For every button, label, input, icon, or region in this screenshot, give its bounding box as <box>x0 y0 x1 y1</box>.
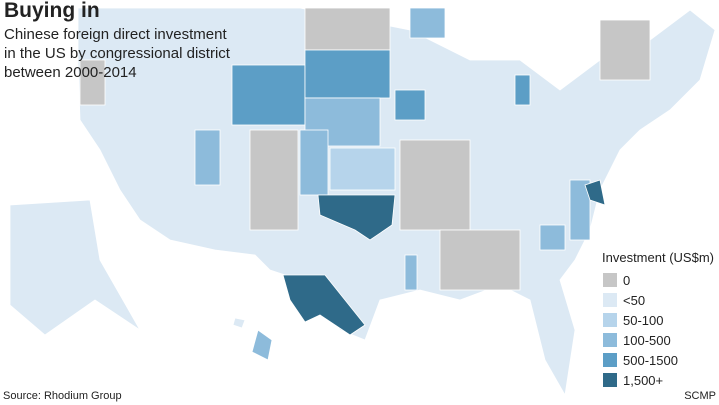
region <box>317 194 396 241</box>
legend-swatch <box>603 333 617 347</box>
subtitle-line: between 2000-2014 <box>4 64 137 81</box>
region <box>299 129 329 196</box>
legend-swatch <box>603 313 617 327</box>
region <box>79 59 106 106</box>
region <box>329 147 396 191</box>
legend-swatch <box>603 353 617 367</box>
source: Source: Rhodium Group <box>3 390 122 402</box>
region <box>404 254 418 291</box>
title: Buying in <box>4 0 100 22</box>
legend-swatch <box>603 273 617 287</box>
credit: SCMP <box>684 390 716 402</box>
legend-swatch <box>603 293 617 307</box>
region <box>194 129 221 186</box>
region <box>394 89 426 121</box>
region <box>409 7 446 39</box>
region <box>399 139 471 231</box>
region <box>304 7 391 51</box>
legend-title: Investment (US$m) <box>602 250 714 265</box>
subtitle: Chinese foreign direct investment in the … <box>4 26 231 81</box>
alaska <box>9 199 141 336</box>
legend-swatch <box>603 373 617 387</box>
region <box>514 74 531 106</box>
region <box>539 224 566 251</box>
region <box>282 274 366 336</box>
legend-label: 50-100 <box>623 313 663 328</box>
region <box>231 64 306 126</box>
legend-label: 1,500+ <box>623 373 663 388</box>
region <box>569 179 591 241</box>
region <box>249 129 299 231</box>
legend-label: <50 <box>623 293 645 308</box>
legend: 0 <50 50-100 100-500 500-1500 1,500+ <box>603 273 678 388</box>
subtitle-line: Chinese foreign direct investment <box>4 26 227 43</box>
subtitle-line: in the US by congressional district <box>4 45 231 62</box>
legend-label: 100-500 <box>623 333 671 348</box>
region <box>304 49 391 99</box>
legend-label: 0 <box>623 273 630 288</box>
us-map <box>9 7 716 397</box>
hawaii <box>232 317 246 329</box>
hawaii <box>251 329 273 361</box>
legend-label: 500-1500 <box>623 353 678 368</box>
region <box>599 19 651 81</box>
region <box>439 229 521 291</box>
region <box>584 179 606 206</box>
